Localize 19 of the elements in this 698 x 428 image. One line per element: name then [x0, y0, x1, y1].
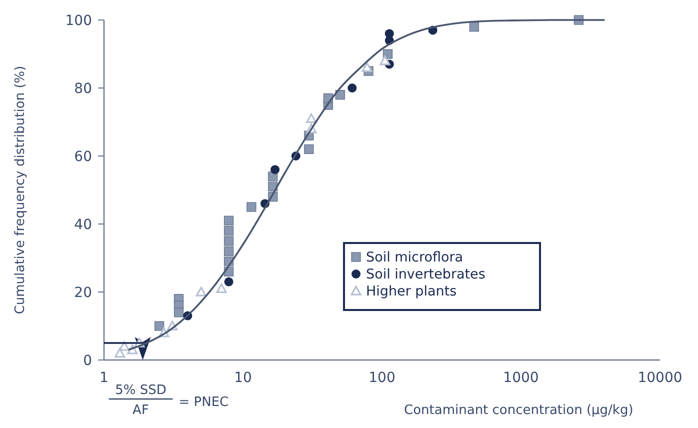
x-tick-label: 1	[100, 370, 108, 386]
legend-label: Soil invertebrates	[366, 266, 486, 283]
x-tick-label: 1000	[503, 370, 539, 386]
legend-label: Higher plants	[366, 284, 457, 300]
legend-label: Soil microflora	[366, 250, 464, 266]
y-tick-label: 100	[65, 12, 92, 29]
x-axis-title: Contaminant concentration (µg/kg)	[404, 403, 634, 418]
x-tick-label: 10	[234, 370, 252, 386]
y-tick-label: 20	[74, 284, 92, 301]
y-tick-label: 40	[74, 216, 92, 233]
text: AF	[132, 403, 149, 418]
x-tick-label: 100	[368, 370, 396, 386]
x-tick-label: 10000	[638, 370, 682, 386]
text: 5% SSD	[115, 383, 166, 398]
text: = PNEC	[178, 395, 229, 410]
y-tick-label: 0	[83, 352, 92, 369]
y-tick-label: 80	[74, 80, 92, 97]
y-tick-label: 60	[74, 148, 92, 165]
y-axis-title: Cumulative frequency distribution (%)	[13, 66, 28, 314]
